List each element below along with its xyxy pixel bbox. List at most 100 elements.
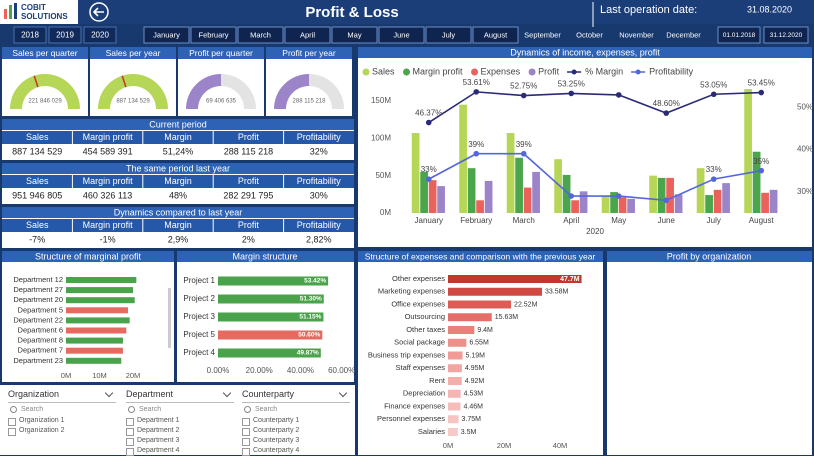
panel-title-band [2,251,174,262]
scrollbar[interactable] [168,288,171,348]
month-label[interactable]: May [347,30,361,39]
bar [649,175,657,213]
table-cell: 454 589 391 [83,146,133,156]
month-button[interactable] [472,26,519,44]
year-label[interactable]: 2020 [91,31,109,40]
back-arrow[interactable] [92,7,104,17]
bar [523,187,532,213]
bar [744,88,752,213]
month-button[interactable] [567,27,612,43]
table-column-header: Sales [26,132,49,142]
year-button[interactable] [83,26,117,44]
slicer-item[interactable]: Department 3 [126,436,234,446]
month-label[interactable]: February [198,30,228,39]
line-point [568,193,575,199]
panel-title-band [266,47,352,59]
slicer-search[interactable]: Search [10,406,116,413]
data-label: 51.30% [300,296,322,303]
panel-title-band [177,251,354,262]
gauge-value: 887 134 529 [116,99,150,105]
month-button[interactable] [378,26,425,44]
slicer-title[interactable]: Department [126,388,234,403]
x-tick-label: 20M [497,441,512,450]
bar [66,287,133,294]
date-label[interactable]: 31.12.2020 [770,32,803,39]
back-button[interactable] [89,2,109,22]
slicer[interactable]: Organization Search Organization 1 Organiza… [8,388,116,436]
bar [448,364,462,373]
date-box[interactable] [763,26,809,44]
month-label[interactable]: June [393,30,409,39]
bar [218,276,329,286]
month-button[interactable] [143,26,190,44]
category-label: Project 2 [183,294,215,303]
month-label[interactable]: April [300,30,315,39]
bar [532,171,540,213]
slicer-item[interactable]: Organization 2 [8,426,116,436]
chevron[interactable] [338,388,348,398]
month-label[interactable]: January [153,30,180,39]
table-column-header: Profit [238,176,260,186]
month-button[interactable] [614,27,659,43]
slicer-item[interactable]: Department 2 [126,426,234,436]
bar [506,133,515,213]
category-label: Department 22 [13,315,63,324]
month-label[interactable]: September [524,30,561,39]
slicer[interactable]: Counterparty Search Counterparty 1 Counterp… [242,388,350,456]
year-label[interactable]: 2019 [56,31,74,40]
slicer-item[interactable]: Department 1 [126,416,234,426]
data-label: 53.42% [304,278,326,285]
month-label[interactable]: November [619,30,654,39]
slicer-title[interactable]: Organization [8,388,116,403]
month-label[interactable]: August [484,30,508,39]
table-column-header: Margin [164,220,192,230]
slicer-item[interactable]: Counterparty 2 [242,426,350,436]
x-tick-label: March [513,216,535,225]
slicer-title[interactable]: Counterparty [242,388,350,403]
slicer-search[interactable]: Search [128,406,234,413]
chevron[interactable] [222,388,232,398]
slicer-item[interactable]: Counterparty 1 [242,416,350,426]
table-title: Current period [149,119,207,129]
y-tick-label: 50M [375,171,391,180]
data-label: 39% [516,140,532,149]
bar [713,189,722,213]
slicer[interactable]: Department Search Department 1 Department 2… [126,388,234,456]
month-button[interactable] [331,26,378,44]
date-box[interactable] [717,26,761,44]
line-point [710,176,717,182]
month-label[interactable]: October [576,30,603,39]
gauge-arc-rest [309,74,344,109]
month-label[interactable]: December [666,30,701,39]
slicer-item[interactable]: Organization 1 [8,416,116,426]
month-button[interactable] [237,26,284,44]
x-tick-label: 20.00% [246,366,273,375]
table-column-header: Margin profit [83,132,134,142]
month-button[interactable] [520,27,565,43]
y2-tick-label: 50% [797,102,813,111]
slicer-item[interactable]: Counterparty 3 [242,436,350,446]
data-label: 49.87% [297,350,319,357]
date-label[interactable]: 01.01.2018 [723,32,756,39]
back-circle[interactable] [89,2,109,22]
year-button[interactable] [48,26,82,44]
x-tick-label: January [415,216,443,225]
category-label: Department 5 [18,305,63,314]
month-button[interactable] [425,26,472,44]
table-cell: 460 326 113 [83,190,132,200]
x-tick-label: 10M [92,371,107,380]
gauge-value: 221 846 029 [28,99,62,105]
x-tick-label: February [460,216,492,225]
month-label[interactable]: March [250,30,271,39]
chevron[interactable] [104,388,114,398]
line-point [615,92,622,98]
year-label[interactable]: 2018 [21,31,39,40]
month-button[interactable] [284,26,331,44]
legend-marker [362,68,370,76]
month-button[interactable] [190,26,237,44]
year-button[interactable] [13,26,47,44]
month-button[interactable] [661,27,706,43]
month-label[interactable]: July [442,30,456,39]
category-label: Finance expenses [384,401,445,410]
slicer-search[interactable]: Search [244,406,350,413]
